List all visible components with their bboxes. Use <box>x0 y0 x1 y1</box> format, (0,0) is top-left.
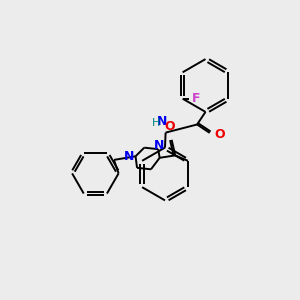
Text: O: O <box>165 120 175 133</box>
Text: O: O <box>214 128 224 141</box>
Text: N: N <box>154 140 164 152</box>
Text: N: N <box>124 150 134 163</box>
Text: H: H <box>152 118 160 128</box>
Text: N: N <box>157 115 167 128</box>
Text: F: F <box>192 92 201 105</box>
